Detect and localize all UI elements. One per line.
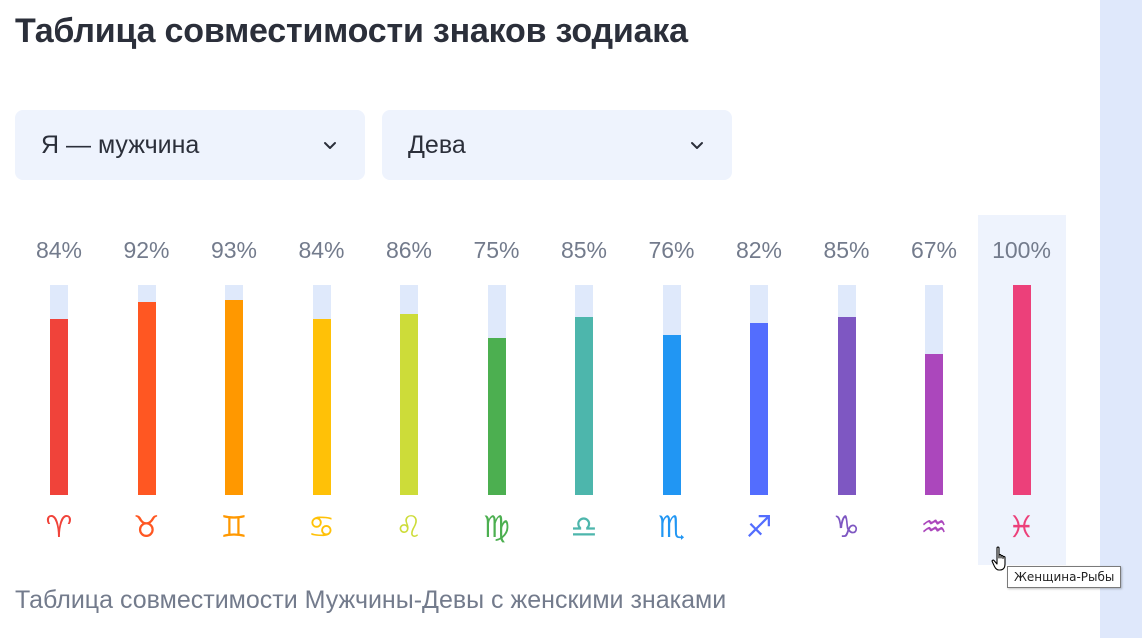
chart-column[interactable]: 93% ♊	[190, 215, 278, 565]
bar-fill	[575, 316, 593, 495]
bar-track	[575, 285, 593, 495]
chart-column[interactable]: 85% ♑	[803, 215, 891, 565]
bar-fill	[50, 318, 68, 495]
bar-fill	[1012, 285, 1031, 495]
bar-fill	[487, 337, 506, 495]
compatibility-chart: 84% ♈ 92% ♉ 93% ♊ 84% ♋ 86% ♌ 75% ♍ 85% ♎ 76% ♏ 82% ♐ 85% ♑…	[15, 215, 1075, 565]
bar-track	[750, 285, 768, 495]
chevron-down-icon	[324, 142, 336, 149]
chart-column[interactable]: 86% ♌	[365, 215, 453, 565]
chart-caption: Таблица совместимости Мужчины-Девы с жен…	[15, 586, 727, 614]
tooltip: Женщина-Рыбы	[1007, 566, 1122, 588]
zodiac-sign-icon: ♑	[833, 510, 860, 545]
bar-fill	[137, 301, 156, 495]
percent-label: 82%	[735, 237, 783, 263]
bar-track	[50, 285, 68, 495]
bar-fill	[750, 322, 768, 495]
bar-fill	[662, 335, 681, 495]
bar-track	[312, 285, 331, 495]
percent-label: 76%	[648, 237, 695, 263]
percent-label: 84%	[298, 237, 345, 263]
bar-track	[137, 285, 156, 495]
zodiac-sign-icon: ♐	[745, 510, 773, 545]
percent-label: 92%	[123, 237, 170, 263]
chart-column[interactable]: 75% ♍	[453, 215, 541, 565]
chart-column[interactable]: 100% ♓	[977, 215, 1066, 565]
sign-select-value: Дева	[408, 130, 466, 159]
hand-cursor-icon	[991, 546, 1006, 571]
zodiac-sign-icon: ♎	[570, 510, 598, 545]
bar-track	[662, 285, 681, 495]
chart-column[interactable]: 84% ♋	[278, 215, 366, 565]
chart-column[interactable]: 67% ♒	[890, 215, 978, 565]
gender-select[interactable]: Я — мужчина	[15, 110, 365, 180]
percent-label: 100%	[992, 237, 1051, 263]
bar-track	[225, 285, 243, 495]
right-sidebar-strip	[1100, 0, 1142, 638]
percent-label: 84%	[35, 237, 83, 263]
zodiac-sign-icon: ♒	[920, 510, 948, 545]
chart-column[interactable]: 76% ♏	[628, 215, 716, 565]
zodiac-sign-icon: ♋	[308, 510, 335, 545]
percent-label: 86%	[385, 237, 433, 263]
gender-select-value: Я — мужчина	[41, 130, 200, 159]
bar-track	[837, 285, 856, 495]
bar-fill	[925, 354, 943, 495]
zodiac-sign-icon: ♓	[1008, 510, 1035, 545]
page-title: Таблица совместимости знаков зодиака	[15, 12, 688, 50]
bar-fill	[312, 318, 331, 495]
bar-fill	[400, 314, 418, 495]
zodiac-sign-icon: ♈	[45, 510, 73, 545]
bar-fill	[225, 299, 243, 495]
percent-label: 75%	[473, 237, 520, 263]
bar-fill	[837, 316, 856, 495]
percent-label: 85%	[560, 237, 608, 263]
chart-column[interactable]: 92% ♉	[103, 215, 191, 565]
bar-track	[400, 285, 418, 495]
bar-track	[487, 285, 506, 495]
zodiac-sign-icon: ♌	[395, 510, 423, 545]
sign-select[interactable]: Дева	[382, 110, 732, 180]
chart-column[interactable]: 85% ♎	[540, 215, 628, 565]
zodiac-sign-icon: ♊	[220, 510, 248, 545]
chart-column[interactable]: 82% ♐	[715, 215, 803, 565]
percent-label: 67%	[910, 237, 958, 263]
percent-label: 85%	[823, 237, 870, 263]
bar-track	[925, 285, 943, 495]
zodiac-sign-icon: ♉	[133, 510, 160, 545]
percent-label: 93%	[210, 237, 258, 263]
zodiac-sign-icon: ♍	[483, 510, 510, 545]
bar-track	[1012, 285, 1031, 495]
chart-column[interactable]: 84% ♈	[15, 215, 103, 565]
chevron-down-icon	[691, 142, 703, 149]
zodiac-sign-icon: ♏	[658, 510, 685, 545]
